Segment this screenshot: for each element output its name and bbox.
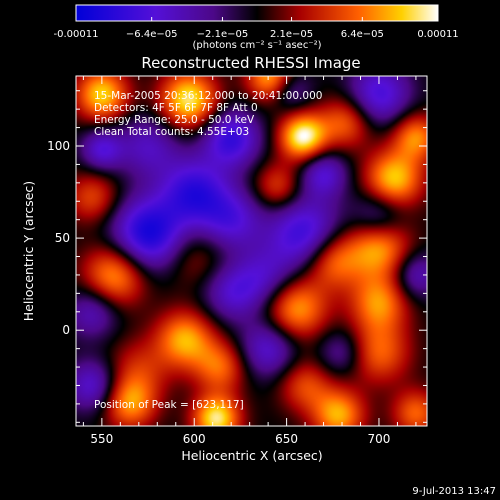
footer-date: 9-Jul-2013 13:47	[412, 486, 496, 497]
annotation-clean: Clean Total counts: 4.55E+03	[94, 126, 249, 138]
x-axis-label: Heliocentric X (arcsec)	[181, 448, 322, 463]
y-axis-label: Heliocentric Y (arcsec)	[21, 181, 36, 321]
x-tick-label: 650	[275, 432, 298, 446]
annotation-block: 15-Mar-2005 20:36:12.000 to 20:41:00.000…	[94, 90, 322, 138]
colorbar-ticks: -0.00011 −6.4e−05 −2.1e−05 2.1e−05 6.4e−05 0.…	[54, 17, 459, 40]
y-tick-label: 0	[62, 323, 70, 337]
colorbar-tick-label: −6.4e−05	[126, 29, 178, 40]
colorbar-tick-label: −2.1e−05	[197, 29, 249, 40]
x-tick-label: 550	[90, 432, 113, 446]
annotation-peak: Position of Peak = [623,117]	[94, 399, 244, 411]
y-tick-label: 50	[55, 231, 70, 245]
annotation-time: 15-Mar-2005 20:36:12.000 to 20:41:00.000	[94, 90, 322, 102]
colorbar-tick-label: 6.4e−05	[341, 29, 384, 40]
colorbar	[75, 4, 439, 22]
annotation-detectors: Detectors: 4F 5F 6F 7F 8F Att 0	[94, 102, 258, 114]
annotation-energy: Energy Range: 25.0 - 50.0 keV	[94, 114, 255, 126]
colorbar-units: (photons cm⁻² s⁻¹ asec⁻²)	[192, 40, 321, 51]
axis-ticks: 550 600 650 700 0 50 100	[47, 76, 427, 446]
plot-frame	[75, 75, 428, 427]
colorbar-tick-label: 0.00011	[417, 29, 458, 40]
y-tick-label: 100	[47, 139, 70, 153]
x-tick-label: 700	[368, 432, 391, 446]
colorbar-tick-label: -0.00011	[54, 29, 99, 40]
chart-title: Reconstructed RHESSI Image	[141, 54, 360, 72]
heatmap-image	[76, 76, 427, 426]
colorbar-tick-label: 2.1e−05	[270, 29, 313, 40]
x-tick-label: 600	[183, 432, 206, 446]
